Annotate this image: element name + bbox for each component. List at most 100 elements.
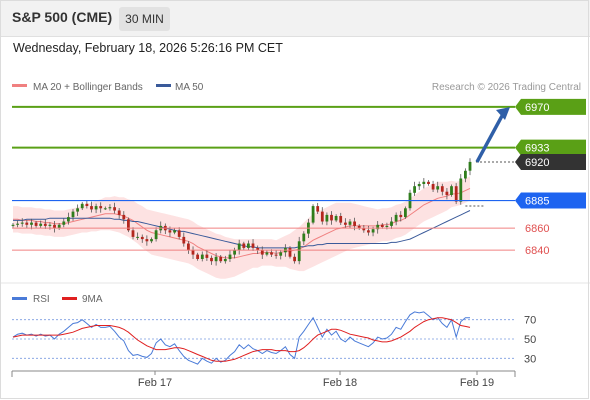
candle (302, 231, 306, 246)
candle (325, 212, 329, 226)
candle (39, 220, 43, 229)
candle (459, 174, 463, 205)
candle (362, 225, 366, 233)
candle (191, 246, 195, 259)
candle (468, 158, 472, 176)
candle (316, 202, 320, 214)
candle (25, 220, 29, 229)
candle (122, 211, 126, 224)
candle (131, 227, 135, 240)
candle (431, 180, 435, 192)
candle (108, 204, 112, 211)
candle (200, 251, 204, 262)
candle (210, 255, 213, 265)
candle (223, 255, 227, 264)
candle (219, 255, 223, 263)
candle (67, 212, 70, 225)
candle (417, 181, 421, 190)
candle (279, 249, 283, 260)
level-label: 6885 (525, 196, 549, 208)
ma9-legend-label: 9MA (82, 294, 103, 305)
candle (85, 200, 89, 209)
level-label-box (515, 153, 586, 170)
chart-header: S&P 500 (CME) 30 MIN (0, 0, 590, 37)
candle (288, 246, 292, 259)
candle (320, 207, 324, 225)
candle (99, 202, 103, 213)
candle (80, 202, 84, 211)
candle (334, 214, 338, 223)
level-label-box (515, 139, 586, 156)
candle (127, 217, 130, 233)
instrument-title: S&P 500 (CME) (12, 9, 113, 25)
candle (237, 239, 241, 255)
ma50-legend-swatch (156, 84, 171, 87)
level-label-box (515, 98, 586, 115)
rsi-legend-label: RSI (33, 294, 50, 305)
candle (251, 239, 255, 252)
level-label: 6860 (525, 223, 549, 235)
candle (16, 220, 19, 228)
rsi-tick-label: 50 (524, 334, 536, 346)
time-tick-label: Feb 18 (323, 377, 357, 389)
candle (182, 232, 186, 247)
ma50-line (13, 210, 471, 249)
chart-datetime: Wednesday, February 18, 2026 5:26:16 PM … (13, 41, 283, 55)
candle (136, 232, 139, 241)
candle (367, 225, 370, 236)
level-label: 6840 (525, 245, 549, 257)
rsi-tick-label: 70 (524, 315, 536, 327)
candle (103, 206, 107, 211)
candle (30, 218, 33, 230)
candle (173, 228, 176, 235)
projection-arrow-head (496, 107, 510, 121)
candle (445, 187, 449, 200)
level-label: 6970 (525, 102, 549, 114)
candle (34, 220, 38, 228)
bollinger-band (13, 176, 470, 279)
time-tick-label: Feb 17 (138, 377, 172, 389)
candle (348, 219, 352, 229)
time-axis: Feb 17 Feb 18 Feb 19 (11, 370, 516, 389)
candle (390, 217, 393, 229)
candle (376, 221, 380, 234)
candle (187, 241, 190, 254)
candle (330, 211, 333, 225)
candle (427, 180, 430, 186)
time-tick-label: Feb 19 (460, 377, 494, 389)
candle (154, 227, 158, 242)
candle (344, 218, 347, 228)
ma20-legend-label: MA 20 + Bollinger Bands (33, 82, 143, 93)
candle (117, 208, 121, 219)
candle (450, 184, 453, 197)
candle (94, 203, 98, 214)
candle (57, 223, 61, 230)
timeframe-button[interactable]: 30 MIN (119, 7, 170, 31)
candle (145, 235, 149, 246)
candle (11, 223, 15, 228)
candle (233, 247, 236, 259)
level-lines: 6970 6933 6920 6885 6860 6840 (12, 98, 586, 257)
level-label-box (515, 192, 586, 209)
level-label: 6933 (525, 143, 549, 155)
candle (177, 227, 181, 240)
level-label: 6920 (525, 157, 549, 169)
candle (394, 212, 398, 226)
rsi-legend-swatch (12, 297, 27, 300)
copyright-credit: Research © 2026 Trading Central (432, 82, 581, 93)
candle (205, 250, 209, 261)
candle (413, 181, 416, 196)
candle (260, 246, 264, 259)
rsi-line (12, 311, 470, 365)
candle (196, 252, 199, 261)
rsi-panel: 70 50 30 (12, 311, 536, 365)
candle (399, 211, 403, 222)
candle (43, 219, 47, 229)
ma20-legend-swatch (12, 84, 27, 87)
candle (242, 241, 246, 250)
candle (440, 183, 444, 196)
candle (274, 250, 278, 259)
candle (150, 237, 153, 244)
ma9-legend-swatch (62, 297, 77, 300)
